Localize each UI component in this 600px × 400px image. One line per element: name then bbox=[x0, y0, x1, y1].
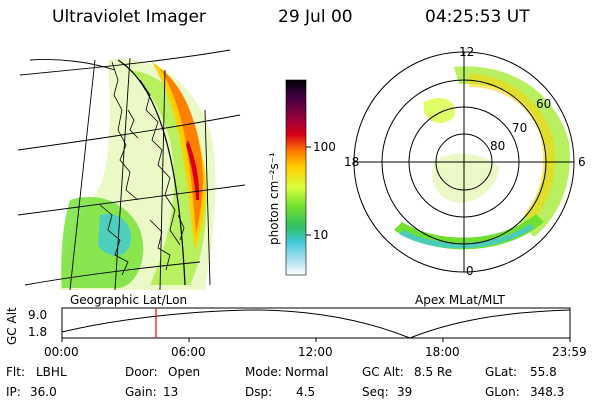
auroral-band-bright bbox=[152, 62, 206, 250]
date-label: 29 Jul 00 bbox=[278, 7, 353, 27]
orbit-ylabel: GC Alt bbox=[5, 307, 19, 345]
status-dsp-value: 4.5 bbox=[296, 385, 316, 399]
mlt-label-12: 12 bbox=[459, 45, 475, 59]
status-seq-value: 39 bbox=[397, 385, 413, 399]
status-door-value: Open bbox=[168, 365, 201, 379]
grid-line bbox=[24, 261, 201, 286]
status-glat-key: GLat: bbox=[485, 365, 518, 379]
status-mode-key: Mode: bbox=[245, 365, 282, 379]
instrument-title: Ultraviolet Imager bbox=[52, 7, 206, 27]
coastline bbox=[111, 61, 139, 201]
status-glat-value: 55.8 bbox=[530, 365, 557, 379]
grid-line bbox=[159, 69, 166, 291]
orbit-xtick-label: 18:00 bbox=[425, 345, 460, 359]
orbit-x-ticks bbox=[61, 338, 571, 342]
orbit-xtick-label: 12:00 bbox=[298, 345, 333, 359]
oval-nightside-cyan bbox=[399, 224, 534, 249]
oval-inner-patch bbox=[432, 153, 499, 203]
grid-line bbox=[69, 59, 96, 291]
colorbar-label-100: 100 bbox=[313, 140, 336, 154]
auroral-band-core bbox=[160, 68, 204, 235]
colorbar-label-10: 10 bbox=[313, 228, 329, 242]
terminator-arc bbox=[117, 59, 186, 286]
coastline bbox=[139, 79, 181, 246]
lat-lon-grid bbox=[17, 49, 246, 291]
grid-line bbox=[19, 49, 231, 76]
lat-label-70: 70 bbox=[512, 121, 528, 135]
lat-label-60: 60 bbox=[536, 97, 552, 111]
status-glon-key: GLon: bbox=[485, 385, 520, 399]
colorbar-scale bbox=[285, 79, 307, 276]
mlt-label-0: 0 bbox=[466, 264, 474, 278]
status-ip-key: IP: bbox=[6, 385, 21, 399]
coastline bbox=[177, 214, 185, 241]
status-gcalt-value: 8.5 Re bbox=[414, 365, 453, 379]
lat-label-80: 80 bbox=[490, 139, 506, 153]
mlt-label-18: 18 bbox=[344, 155, 360, 169]
auroral-cyan-patch bbox=[98, 214, 131, 256]
status-filter-key: Flt: bbox=[6, 365, 25, 379]
orbit-xtick-label: 00:00 bbox=[44, 345, 79, 359]
colorbar bbox=[285, 79, 311, 276]
status-glon-value: 348.3 bbox=[530, 385, 565, 399]
mlt-label-6: 6 bbox=[578, 155, 586, 169]
status-seq-key: Seq: bbox=[362, 385, 389, 399]
coastline bbox=[99, 204, 129, 276]
coastline bbox=[127, 109, 139, 139]
status-gcalt-key: GC Alt: bbox=[362, 365, 404, 379]
colorbar-unit-label: photon cm⁻²s⁻¹ bbox=[267, 152, 281, 245]
oval-evening-patch bbox=[424, 97, 455, 124]
status-gain-value: 13 bbox=[163, 385, 179, 399]
grid-line bbox=[17, 184, 246, 216]
grid-line bbox=[17, 114, 241, 151]
geo-panel-caption: Geographic Lat/Lon bbox=[70, 293, 188, 307]
grid-line bbox=[29, 59, 116, 71]
status-filter-value: LBHL bbox=[36, 365, 67, 379]
orbit-ytick-low: 1.8 bbox=[28, 325, 48, 339]
status-dsp-key: Dsp: bbox=[245, 385, 273, 399]
coastline bbox=[149, 219, 171, 271]
orbit-xtick-label: 06:00 bbox=[171, 345, 206, 359]
orbit-xtick-label: 23:59 bbox=[552, 345, 587, 359]
orbit-ytick-high: 9.0 bbox=[28, 308, 48, 322]
status-gain-key: Gain: bbox=[125, 385, 157, 399]
polar-panel-caption: Apex MLat/MLT bbox=[415, 293, 505, 307]
polar-map bbox=[353, 51, 575, 273]
grid-line bbox=[204, 109, 211, 286]
auroral-band-peak bbox=[186, 140, 200, 200]
grid-line bbox=[114, 57, 131, 291]
geographic-map bbox=[17, 49, 246, 291]
oval-dayside-inner bbox=[469, 74, 556, 222]
orbit-plot bbox=[61, 307, 571, 342]
status-ip-value: 36.0 bbox=[30, 385, 57, 399]
altitude-curve bbox=[61, 309, 571, 339]
status-door-key: Door: bbox=[125, 365, 158, 379]
orbit-plot-frame bbox=[61, 307, 571, 339]
coastlines bbox=[99, 61, 185, 276]
time-label: 04:25:53 UT bbox=[425, 7, 530, 27]
status-mode-value: Normal bbox=[285, 365, 329, 379]
